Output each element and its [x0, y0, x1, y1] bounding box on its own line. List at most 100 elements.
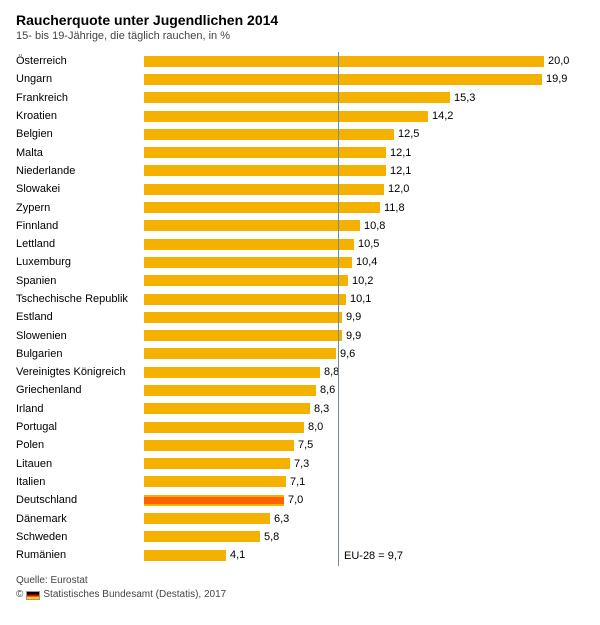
value-label: 12,5	[398, 128, 419, 140]
value-label: 12,1	[390, 165, 411, 177]
bar-wrap: 10,8	[144, 217, 584, 235]
country-label: Vereinigtes Königreich	[16, 366, 144, 378]
bar-wrap: 11,8	[144, 198, 584, 216]
bar-wrap: 7,5	[144, 436, 584, 454]
country-label: Kroatien	[16, 110, 144, 122]
bar	[144, 129, 394, 140]
value-label: 8,3	[314, 403, 329, 415]
country-label: Finnland	[16, 220, 144, 232]
country-label: Luxemburg	[16, 256, 144, 268]
country-label: Griechenland	[16, 384, 144, 396]
bar	[144, 184, 384, 195]
bar-row: Slowenien 9,9	[16, 326, 584, 344]
country-label: Tschechische Republik	[16, 293, 144, 305]
country-label: Polen	[16, 439, 144, 451]
bar-row: Polen 7,5	[16, 436, 584, 454]
bar-row: Deutschland7,0	[16, 491, 584, 509]
value-label: 9,9	[346, 311, 361, 323]
value-label: 7,1	[290, 476, 305, 488]
bar	[144, 257, 352, 268]
bar	[144, 275, 348, 286]
bar-wrap: 7,0	[144, 491, 584, 509]
value-label: 14,2	[432, 110, 453, 122]
bar	[144, 440, 294, 451]
bar	[144, 147, 386, 158]
country-label: Portugal	[16, 421, 144, 433]
bar	[144, 330, 342, 341]
bar-row: Tschechische Republik 10,1	[16, 290, 584, 308]
bar	[144, 74, 542, 85]
bar-wrap: 5,8	[144, 528, 584, 546]
bar-wrap: 8,6	[144, 381, 584, 399]
country-label: Malta	[16, 147, 144, 159]
bar	[144, 111, 428, 122]
bar-wrap: 19,9	[144, 70, 584, 88]
bar-row: Zypern 11,8	[16, 198, 584, 216]
bar	[144, 550, 226, 561]
value-label: 10,5	[358, 238, 379, 250]
value-label: 10,4	[356, 256, 377, 268]
bar	[144, 294, 346, 305]
value-label: 12,1	[390, 147, 411, 159]
bar	[144, 458, 290, 469]
bar	[144, 422, 304, 433]
bar-row: Vereinigtes Königreich 8,8	[16, 363, 584, 381]
bar-wrap: 10,2	[144, 272, 584, 290]
country-label: Slowakei	[16, 183, 144, 195]
bar-wrap: 8,0	[144, 418, 584, 436]
country-label: Dänemark	[16, 513, 144, 525]
value-label: 10,8	[364, 220, 385, 232]
value-label: 11,8	[384, 202, 405, 214]
bar-wrap: 6,3	[144, 509, 584, 527]
country-label: Zypern	[16, 202, 144, 214]
bar-row: Bulgarien9,6	[16, 345, 584, 363]
value-label: 8,8	[324, 366, 339, 378]
bar-wrap: 9,9	[144, 326, 584, 344]
bar	[144, 367, 320, 378]
bar	[144, 531, 260, 542]
bar-row: Griechenland8,6	[16, 381, 584, 399]
value-label: 7,5	[298, 439, 313, 451]
bar-wrap: 10,1	[144, 290, 584, 308]
value-label: 7,0	[288, 494, 303, 506]
bar-row: Finnland 10,8	[16, 217, 584, 235]
bar-wrap: 12,5	[144, 125, 584, 143]
bar-row: Ungarn 19,9	[16, 70, 584, 88]
bar-wrap: 7,1	[144, 473, 584, 491]
reference-line	[338, 52, 339, 566]
value-label: 9,9	[346, 330, 361, 342]
value-label: 10,2	[352, 275, 373, 287]
bar-row: Portugal8,0	[16, 418, 584, 436]
bar-row: Belgien12,5	[16, 125, 584, 143]
bar-wrap: 10,4	[144, 253, 584, 271]
value-label: 12,0	[388, 183, 409, 195]
bar	[144, 403, 310, 414]
bar	[144, 513, 270, 524]
chart-footer: Quelle: Eurostat © Statistisches Bundesa…	[16, 574, 584, 602]
country-label: Italien	[16, 476, 144, 488]
bar-wrap: 9,9	[144, 308, 584, 326]
value-label: 6,3	[274, 513, 289, 525]
bar	[144, 312, 342, 323]
country-label: Spanien	[16, 275, 144, 287]
bar-wrap: 7,3	[144, 455, 584, 473]
chart-area: Österreich20,0Ungarn19,9Frankreich15,3Kr…	[16, 52, 584, 568]
bar-wrap: 9,6	[144, 345, 584, 363]
country-label: Estland	[16, 311, 144, 323]
value-label: 10,1	[350, 293, 371, 305]
bar-row: Litauen7,3	[16, 455, 584, 473]
bar-wrap: 12,0	[144, 180, 584, 198]
bar-row: Frankreich 15,3	[16, 89, 584, 107]
country-label: Slowenien	[16, 330, 144, 342]
country-label: Lettland	[16, 238, 144, 250]
bar-wrap: 10,5	[144, 235, 584, 253]
country-label: Frankreich	[16, 92, 144, 104]
value-label: 9,6	[340, 348, 355, 360]
value-label: 15,3	[454, 92, 475, 104]
bar	[144, 495, 284, 506]
copyright-line: © Statistisches Bundesamt (Destatis), 20…	[16, 588, 584, 602]
value-label: 19,9	[546, 73, 567, 85]
bar-row: Schweden5,8	[16, 528, 584, 546]
bar	[144, 202, 380, 213]
country-label: Ungarn	[16, 73, 144, 85]
